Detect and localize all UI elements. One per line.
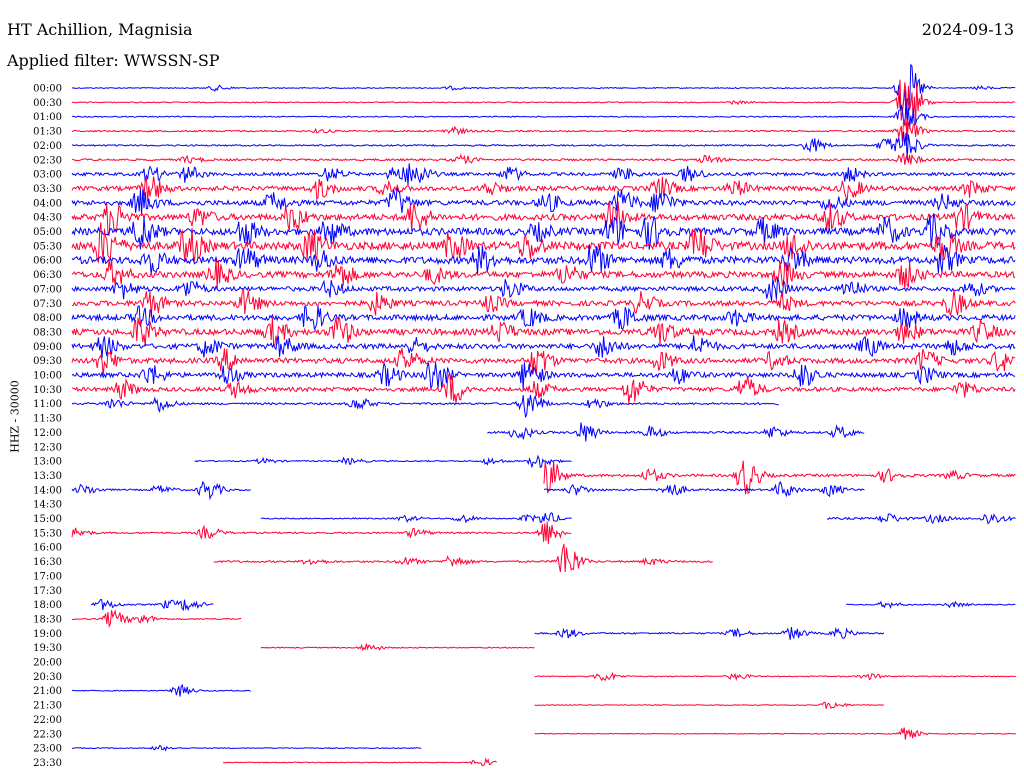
trace-0030 [71,79,1016,134]
trace-0830 [71,317,1016,347]
time-tick-label: 07:00 [33,284,62,295]
time-tick-label: 05:00 [33,227,62,238]
trace-0600 [71,244,1016,275]
time-tick-label: 11:00 [33,399,62,410]
trace-1530 [71,521,572,544]
time-tick-label: 11:30 [33,414,62,425]
trace-2030 [534,671,1016,682]
trace-0930 [71,347,1016,376]
trace-1330 [543,460,1016,495]
time-tick-label: 21:30 [33,701,62,712]
time-tick-label: 18:00 [33,600,62,611]
time-tick-label: 13:30 [33,471,62,482]
time-tick-label: 08:00 [33,313,62,324]
time-tick-label: 19:30 [33,643,62,654]
date-label: 2024-09-13 [921,20,1014,39]
time-tick-label: 12:30 [33,442,62,453]
trace-1500b [826,513,1016,525]
time-tick-label: 14:30 [33,500,62,511]
time-tick-label: 07:30 [33,299,62,310]
trace-2100 [71,683,251,697]
time-tick-label: 00:00 [33,84,62,95]
trace-1800b [846,600,1016,610]
trace-0630 [71,259,1016,290]
trace-1930 [260,643,535,652]
time-tick-label: 02:00 [33,141,62,152]
time-tick-label: 00:30 [33,98,62,109]
time-tick-label: 03:00 [33,170,62,181]
time-tick-label: 17:30 [33,586,62,597]
trace-1800 [90,598,214,612]
trace-1000 [71,361,1016,391]
time-tick-label: 14:00 [33,485,62,496]
time-tick-label: 09:30 [33,356,62,367]
time-tick-label: 20:30 [33,672,62,683]
time-tick-label: 15:00 [33,514,62,525]
time-tick-label: 08:30 [33,327,62,338]
trace-1400b [543,480,865,498]
time-tick-label: 13:00 [33,457,62,468]
time-tick-label: 22:30 [33,729,62,740]
time-tick-label: 20:00 [33,658,62,669]
trace-2130 [534,701,884,709]
trace-0500 [71,213,1016,250]
time-tick-label: 10:00 [33,371,62,382]
time-tick-label: 12:00 [33,428,62,439]
time-tick-label: 23:30 [33,758,62,769]
trace-1830 [71,609,242,628]
time-tick-label: 01:00 [33,112,62,123]
trace-1630 [213,543,713,573]
trace-0100 [72,103,1016,129]
time-tick-label: 09:00 [33,342,62,353]
time-tick-label: 19:00 [33,629,62,640]
time-tick-label: 01:30 [33,127,62,138]
trace-0730 [71,288,1016,318]
trace-0900 [71,335,1016,359]
time-tick-label: 06:30 [33,270,62,281]
trace-2330 [222,757,497,767]
trace-0800 [71,305,1016,331]
time-tick-label: 18:30 [33,614,62,625]
time-tick-label: 16:30 [33,557,62,568]
filter-label: Applied filter: WWSSN-SP [7,51,220,70]
trace-0700 [71,277,1016,301]
trace-1100 [71,394,779,418]
trace-0530 [71,222,1016,264]
trace-0000 [71,63,1016,112]
trace-0200 [71,131,1016,161]
trace-1030 [71,373,1016,404]
time-tick-label: 15:30 [33,528,62,539]
time-tick-label: 23:00 [33,744,62,755]
time-tick-label: 04:30 [33,213,62,224]
trace-0330 [71,176,1016,202]
trace-0430 [71,200,1016,236]
trace-1200 [487,422,865,442]
trace-1500 [260,512,572,524]
time-tick-label: 21:00 [33,686,62,697]
time-tick-label: 02:30 [33,155,62,166]
time-tick-label: 16:00 [33,543,62,554]
trace-1400 [71,480,251,501]
trace-0400 [71,187,1016,215]
time-tick-label: 22:00 [33,715,62,726]
trace-0300 [71,163,1016,186]
time-tick-label: 04:00 [33,198,62,209]
trace-2230 [534,727,1016,740]
time-tick-label: 17:00 [33,571,62,582]
time-tick-label: 06:00 [33,256,62,267]
trace-1300 [194,454,572,469]
time-tick-label: 10:30 [33,385,62,396]
time-tick-label: 03:30 [33,184,62,195]
trace-1900 [534,626,885,640]
trace-0130 [71,118,1016,142]
time-tick-label: 05:30 [33,241,62,252]
station-title: HT Achillion, Magnisia [7,20,193,39]
trace-2300 [71,745,422,752]
trace-0230 [71,152,1016,165]
